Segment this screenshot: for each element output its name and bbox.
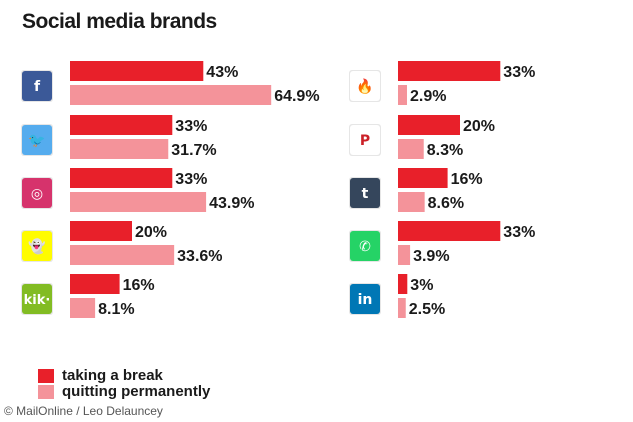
value-label-linkedin-quit: 2.5% (409, 301, 445, 318)
svg-text:✆: ✆ (359, 239, 371, 255)
legend-swatch-quit (38, 385, 54, 399)
value-label-tinder-quit: 2.9% (410, 88, 446, 105)
snapchat-icon: 👻 (21, 230, 53, 262)
legend-label-quit: quitting permanently (62, 383, 211, 400)
legend-label-break: taking a break (62, 367, 163, 384)
value-label-instagram-break: 33% (175, 171, 207, 188)
bar-linkedin-break (398, 274, 408, 294)
twitter-icon: 🐦 (21, 124, 53, 156)
bar-kik-break (70, 274, 120, 294)
bar-kik-quit (70, 298, 96, 318)
bar-snapchat-quit (70, 245, 175, 265)
value-label-tumblr-break: 16% (451, 171, 483, 188)
value-label-whatsapp-break: 33% (503, 224, 535, 241)
svg-text:in: in (358, 292, 373, 308)
value-label-kik-break: 16% (123, 277, 155, 294)
bar-whatsapp-quit (398, 245, 411, 265)
svg-text:t: t (362, 186, 369, 202)
tinder-icon: 🔥 (349, 70, 381, 102)
linkedin-icon: in (349, 283, 381, 315)
image-credit: © MailOnline / Leo Delauncey (4, 404, 163, 418)
value-label-kik-quit: 8.1% (98, 301, 134, 318)
bar-twitter-break (70, 115, 173, 135)
bar-tumblr-quit (398, 192, 425, 212)
bar-pinterest-break (398, 115, 460, 135)
bar-twitter-quit (70, 139, 169, 159)
bar-facebook-break (70, 61, 204, 81)
bar-tumblr-break (398, 168, 448, 188)
legend-swatch-break (38, 369, 54, 383)
bar-pinterest-quit (398, 139, 424, 159)
pinterest-icon: P (349, 124, 381, 156)
bar-tinder-quit (398, 85, 407, 105)
svg-text:◎: ◎ (31, 186, 43, 202)
bar-instagram-quit (70, 192, 207, 212)
value-label-facebook-quit: 64.9% (274, 88, 319, 105)
value-label-whatsapp-quit: 3.9% (413, 248, 449, 265)
value-label-twitter-quit: 31.7% (171, 142, 216, 159)
value-label-twitter-break: 33% (175, 118, 207, 135)
tumblr-icon: t (349, 177, 381, 209)
kik-icon: kik· (21, 283, 53, 315)
svg-text:kik·: kik· (24, 293, 51, 308)
value-label-linkedin-break: 3% (410, 277, 433, 294)
svg-text:f: f (34, 79, 41, 95)
facebook-icon: f (21, 70, 53, 102)
value-label-tumblr-quit: 8.6% (428, 195, 464, 212)
svg-text:🐦: 🐦 (28, 133, 45, 149)
whatsapp-icon: ✆ (349, 230, 381, 262)
value-label-facebook-break: 43% (206, 64, 238, 81)
svg-text:🔥: 🔥 (356, 78, 373, 95)
value-label-snapchat-break: 20% (135, 224, 167, 241)
bar-chart: f43%64.9%🐦33%31.7%◎33%43.9%👻20%33.6%kik·… (21, 61, 535, 318)
value-label-pinterest-quit: 8.3% (427, 142, 463, 159)
bar-linkedin-quit (398, 298, 406, 318)
footer-bar (0, 402, 633, 422)
value-label-snapchat-quit: 33.6% (177, 248, 222, 265)
value-label-pinterest-break: 20% (463, 118, 495, 135)
svg-text:P: P (360, 133, 370, 149)
value-label-tinder-break: 33% (503, 64, 535, 81)
value-label-instagram-quit: 43.9% (209, 195, 254, 212)
bar-whatsapp-break (398, 221, 501, 241)
bar-facebook-quit (70, 85, 272, 105)
bar-instagram-break (70, 168, 173, 188)
instagram-icon: ◎ (21, 177, 53, 209)
chart-title: Social media brands (22, 10, 217, 33)
svg-text:👻: 👻 (28, 237, 46, 255)
bar-snapchat-break (70, 221, 132, 241)
bar-tinder-break (398, 61, 501, 81)
